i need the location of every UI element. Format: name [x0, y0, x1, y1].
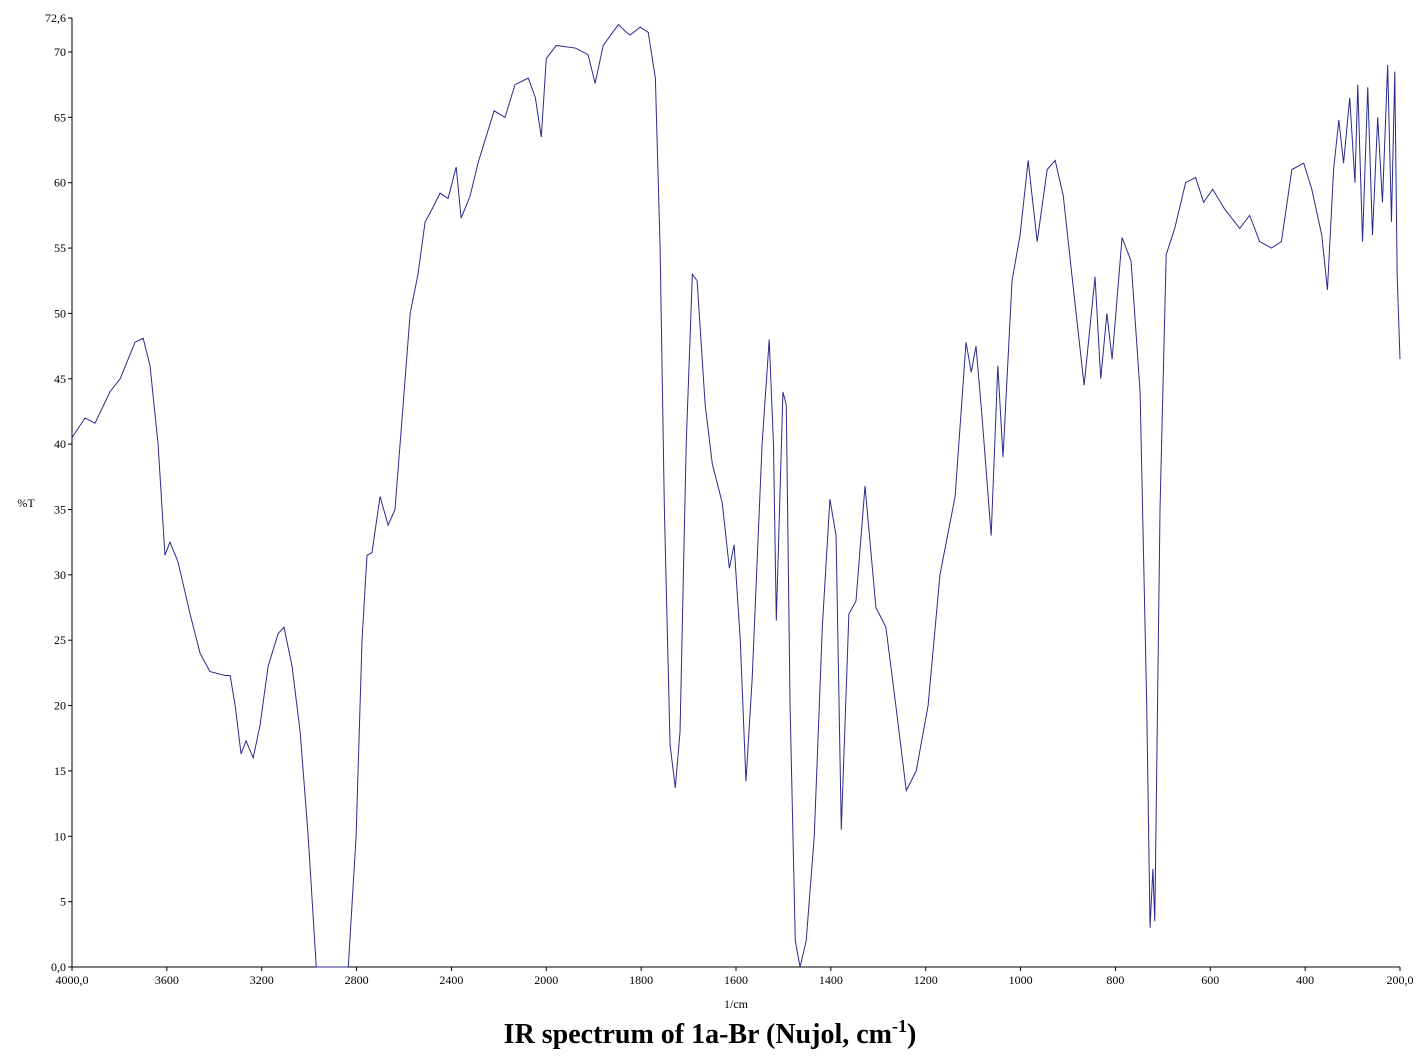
y-tick-label: 25 — [54, 633, 66, 647]
x-tick-label: 4000,0 — [56, 973, 89, 987]
y-tick-label: 15 — [54, 764, 66, 778]
x-tick-label: 2800 — [345, 973, 369, 987]
x-tick-label: 1600 — [724, 973, 748, 987]
x-tick-label: 2000 — [534, 973, 558, 987]
x-tick-label: 1000 — [1009, 973, 1033, 987]
y-axis-label: %T — [17, 496, 35, 510]
y-tick-label: 50 — [54, 306, 66, 320]
x-tick-label: 400 — [1296, 973, 1314, 987]
x-tick-label: 600 — [1201, 973, 1219, 987]
y-tick-label: 20 — [54, 699, 66, 713]
title-superscript: -1 — [892, 1016, 907, 1036]
title-end: ) — [907, 1019, 916, 1050]
x-tick-label: 800 — [1106, 973, 1124, 987]
x-tick-label: 1800 — [629, 973, 653, 987]
y-tick-label: 70 — [54, 45, 66, 59]
chart-title: IR spectrum of 1a-Br (Nujol, cm-1) — [504, 1016, 917, 1050]
y-tick-label: 10 — [54, 829, 66, 843]
x-tick-label: 1400 — [819, 973, 843, 987]
spectrum-line — [71, 23, 1401, 968]
y-tick-label: 35 — [54, 502, 66, 516]
x-tick-label: 3600 — [155, 973, 179, 987]
y-tick-label: 5 — [60, 895, 66, 909]
y-tick-label: 55 — [54, 241, 66, 255]
y-tick-label: 40 — [54, 437, 66, 451]
x-tick-label: 2400 — [439, 973, 463, 987]
y-tick-label: 0,0 — [51, 960, 66, 974]
y-tick-label: 65 — [54, 110, 66, 124]
title-text: IR spectrum of 1a-Br (Nujol, cm — [504, 1019, 892, 1050]
x-tick-label: 1200 — [914, 973, 938, 987]
y-tick-label: 30 — [54, 568, 66, 582]
y-tick-label: 60 — [54, 176, 66, 190]
y-tick-label: 45 — [54, 372, 66, 386]
x-tick-label: 3200 — [250, 973, 274, 987]
x-tick-label: 200,0 — [1387, 973, 1414, 987]
y-tick-label: 72,6 — [45, 11, 66, 25]
x-axis-label: 1/cm — [724, 997, 749, 1011]
